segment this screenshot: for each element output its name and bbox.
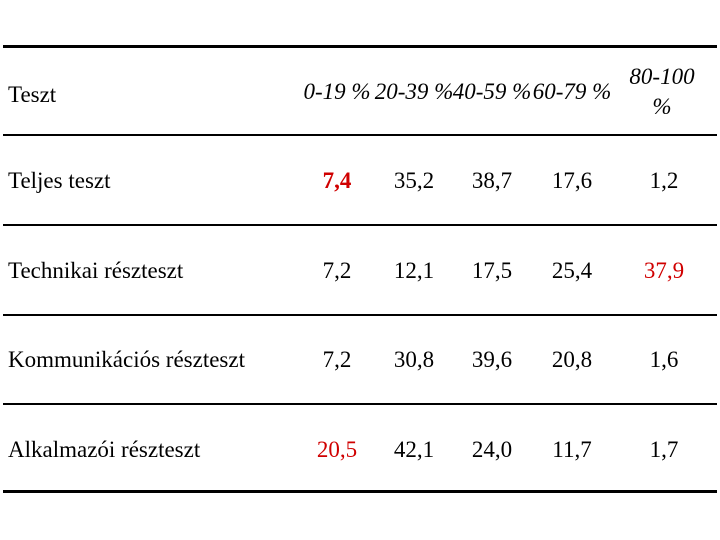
cell: 1,7	[649, 437, 679, 462]
cell: 17,5	[471, 258, 513, 283]
cell: 11,7	[552, 437, 592, 462]
rule	[3, 134, 717, 136]
cell: 38,7	[471, 168, 513, 193]
cell: 37,9	[643, 258, 685, 283]
cell: 25,4	[551, 258, 593, 283]
cell: 24,0	[471, 437, 513, 462]
cell: 1,6	[649, 347, 679, 372]
cell: 30,8	[393, 347, 435, 372]
row-label: Teljes teszt	[8, 168, 111, 193]
rule	[3, 314, 717, 316]
cell: 7,2	[322, 347, 352, 372]
cell: 35,2	[393, 168, 435, 193]
rule	[3, 45, 717, 48]
row-label: Kommunikációs részteszt	[8, 347, 245, 372]
header-cell: Teszt	[8, 82, 57, 107]
cell: 1,2	[649, 168, 679, 193]
header-cell: 80-100 %	[629, 64, 695, 119]
cell: 20,8	[551, 347, 593, 372]
rule	[3, 403, 717, 405]
cell: 42,1	[393, 437, 435, 462]
header-cell: 20-39 %	[374, 79, 454, 104]
rule	[3, 224, 717, 226]
cell: 12,1	[393, 258, 435, 283]
row-label: Alkalmazói részteszt	[8, 437, 201, 462]
cell: 7,2	[322, 258, 352, 283]
cell: 39,6	[471, 347, 513, 372]
rule	[3, 490, 717, 493]
header-cell: 40-59 %	[452, 79, 532, 104]
cell: 20,5	[316, 437, 358, 462]
cell: 17,6	[551, 168, 593, 193]
row-label: Technikai részteszt	[8, 258, 184, 283]
header-cell: 60-79 %	[532, 79, 612, 104]
header-cell: 0-19 %	[303, 79, 371, 104]
cell: 7,4	[322, 168, 352, 193]
